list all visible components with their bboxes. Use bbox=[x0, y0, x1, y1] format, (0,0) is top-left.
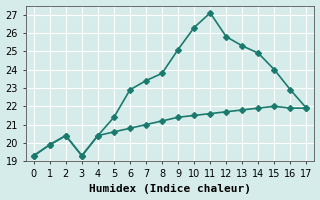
X-axis label: Humidex (Indice chaleur): Humidex (Indice chaleur) bbox=[89, 184, 251, 194]
